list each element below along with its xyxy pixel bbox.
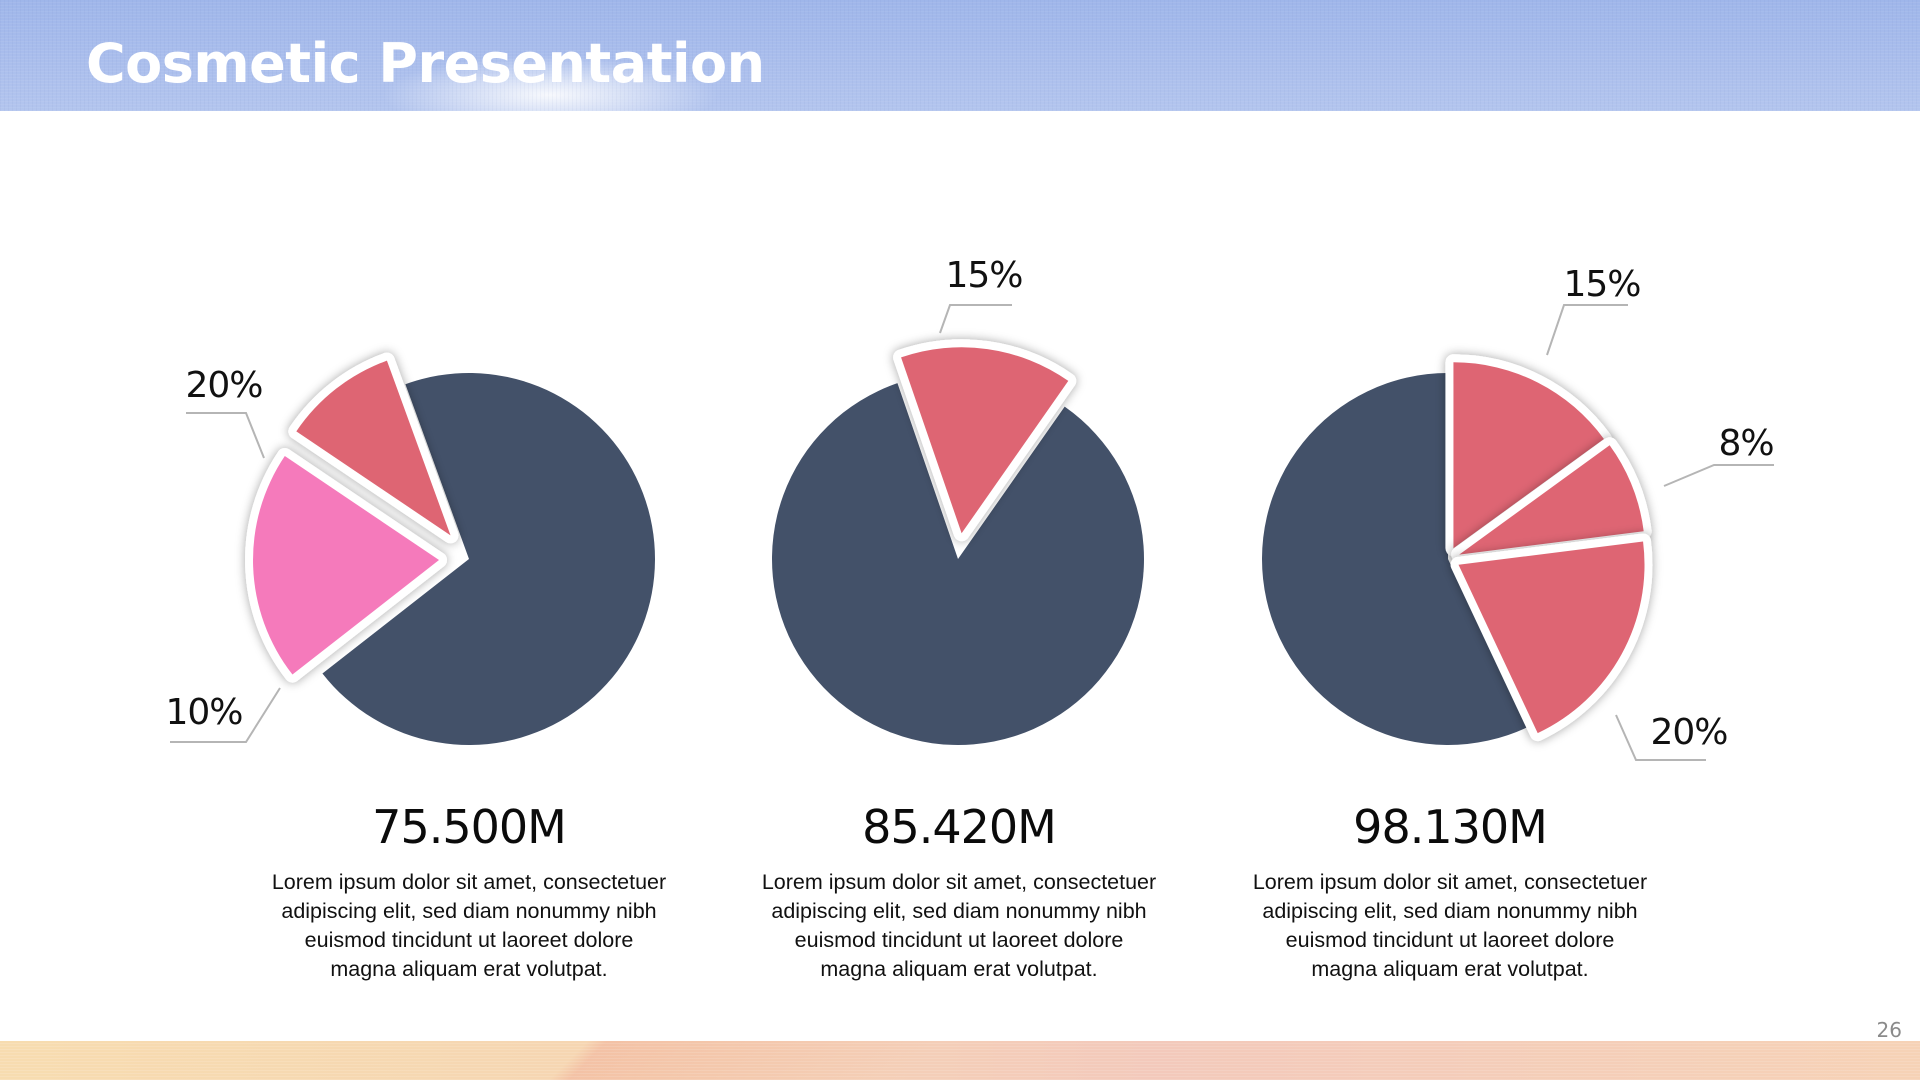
footer-band: [0, 1041, 1920, 1080]
pie-2-slice-1: [893, 339, 1077, 542]
pie-3-slice-3: [1450, 533, 1653, 742]
pie-2-slice-2: [772, 383, 1145, 745]
metric-value-2: 85.420M: [862, 800, 1057, 854]
metric-value-1: 75.500M: [372, 800, 567, 854]
pie-1-leader-line-1: [186, 412, 265, 459]
pie-2-data-label-1: 15%: [945, 255, 1022, 296]
pie-3-slice-2: [1451, 437, 1652, 563]
pie-3-leader-line-1: [1546, 304, 1628, 356]
pie-3-leader-line-2: [1663, 464, 1774, 487]
pie-chart-2: 15%: [772, 255, 1145, 745]
page-title: Cosmetic Presentation: [86, 32, 765, 95]
description-1: Lorem ipsum dolor sit amet, consectetuer…: [271, 870, 667, 981]
pie-3-slice-1: [1445, 354, 1612, 557]
pie-1-slice-3: [322, 373, 655, 745]
pie-1-data-label-1: 20%: [185, 365, 262, 406]
page-number: 26: [1876, 1018, 1902, 1042]
pie-1-slice-1: [245, 448, 448, 683]
pie-2-leader-line-1: [939, 304, 1012, 334]
header-band: [0, 0, 1920, 111]
pie-chart-1: 20% 10%: [165, 352, 655, 745]
description-3: Lorem ipsum dolor sit amet, consectetuer…: [1252, 870, 1648, 981]
pie-3-leader-line-3: [1615, 714, 1706, 761]
pie-chart-3: 15% 8% 20%: [1261, 264, 1775, 761]
pie-3-data-label-3: 20%: [1650, 712, 1727, 753]
metric-value-3: 98.130M: [1353, 800, 1548, 854]
pie-1-slice-2: [288, 352, 459, 544]
pie-3-slice-4: [1261, 373, 1528, 745]
pie-3-data-label-2: 8%: [1718, 423, 1773, 464]
pie-1-data-label-2: 10%: [165, 692, 242, 733]
description-2: Lorem ipsum dolor sit amet, consectetuer…: [761, 870, 1157, 981]
pie-3-data-label-1: 15%: [1563, 264, 1640, 305]
pie-1-leader-line-2: [170, 687, 281, 743]
